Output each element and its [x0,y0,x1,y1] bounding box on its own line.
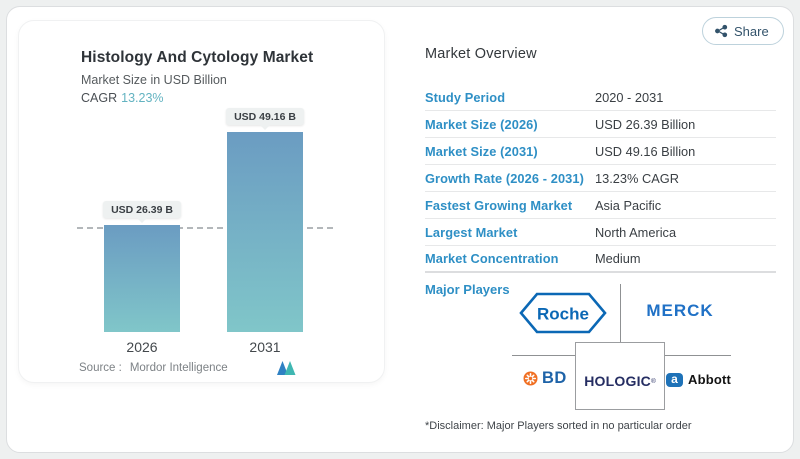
source-label: Source : [79,362,122,374]
table-row: Market Size (2031) USD 49.16 Billion [425,138,776,165]
svg-text:Roche: Roche [537,305,589,324]
registered-mark-icon: ® [650,377,656,385]
row-value: USD 26.39 Billion [595,116,696,132]
bd-wordmark: BD [542,369,567,387]
bar-2031 [227,132,303,332]
major-players-label: Major Players [425,282,510,297]
chart-title: Histology And Cytology Market [81,49,314,66]
bar-2026 [104,225,180,332]
market-overview-panel: Market Overview Study Period 2020 - 2031… [412,0,788,459]
hologic-wordmark: HOLOGIC [584,373,651,389]
bar-group-2026: USD 26.39 B [103,201,181,332]
hologic-logo: HOLOGIC ® [575,342,665,410]
row-label: Market Concentration [425,251,559,266]
x-axis-label-2031: 2031 [249,339,281,355]
table-row: Growth Rate (2026 - 2031) 13.23% CAGR [425,165,776,192]
disclaimer-text: *Disclaimer: Major Players sorted in no … [425,420,692,432]
row-value: Medium [595,251,641,266]
bd-star-icon [523,371,538,386]
bar-value-label-2026: USD 26.39 B [103,201,181,218]
row-label: Fastest Growing Market [425,197,573,213]
row-value: 13.23% CAGR [595,170,679,186]
bar-group-2031: USD 49.16 B [226,108,304,332]
callout-pointer-icon [260,125,270,130]
merck-logo: MERCK [646,301,714,320]
row-value: 2020 - 2031 [595,89,664,105]
abbott-wordmark: Abbott [688,372,732,387]
reference-line [77,227,333,229]
chart-cagr: CAGR 13.23% [81,91,313,105]
roche-logo: Roche [519,292,607,334]
row-label: Largest Market [425,224,518,240]
table-row: Market Concentration Medium [425,246,776,273]
abbott-logo: a Abbott [666,372,731,387]
bar-value-label-2031: USD 49.16 B [226,108,304,125]
row-label: Study Period [425,89,506,105]
row-value: USD 49.16 Billion [595,143,696,159]
row-label: Market Size (2026) [425,116,538,132]
source-value: Mordor Intelligence [129,362,228,374]
row-value: North America [595,224,677,240]
logo-grid-vertical-divider [620,284,621,342]
mordor-intelligence-logo-icon [277,361,296,375]
source-attribution: Source : Mordor Intelligence [79,362,228,374]
chart-header: Histology And Cytology Market Market Siz… [81,49,313,105]
chart-subtitle: Market Size in USD Billion [81,73,227,87]
share-icon [715,24,728,38]
logo-grid-horizontal-divider [663,355,731,356]
share-button[interactable]: Share [702,17,784,45]
overview-table: Study Period 2020 - 2031 Market Size (20… [425,84,776,273]
callout-pointer-icon [137,218,147,223]
row-value: Asia Pacific [595,197,662,213]
share-button-label: Share [734,23,769,39]
table-row: Study Period 2020 - 2031 [425,84,776,111]
overview-title: Market Overview [425,46,537,62]
abbott-a-icon: a [666,372,683,387]
logo-grid-horizontal-divider [512,355,576,356]
table-row: Fastest Growing Market Asia Pacific [425,192,776,219]
table-row: Largest Market North America [425,219,776,246]
market-chart-card: Histology And Cytology Market Market Siz… [18,20,385,383]
cagr-value: 13.23% [121,91,164,105]
x-axis-label-2026: 2026 [126,339,158,355]
row-label: Market Size (2031) [425,143,538,159]
bd-logo: BD [523,369,567,388]
row-label: Growth Rate (2026 - 2031) [425,170,584,186]
table-row: Market Size (2026) USD 26.39 Billion [425,111,776,138]
cagr-label: CAGR [81,91,118,105]
